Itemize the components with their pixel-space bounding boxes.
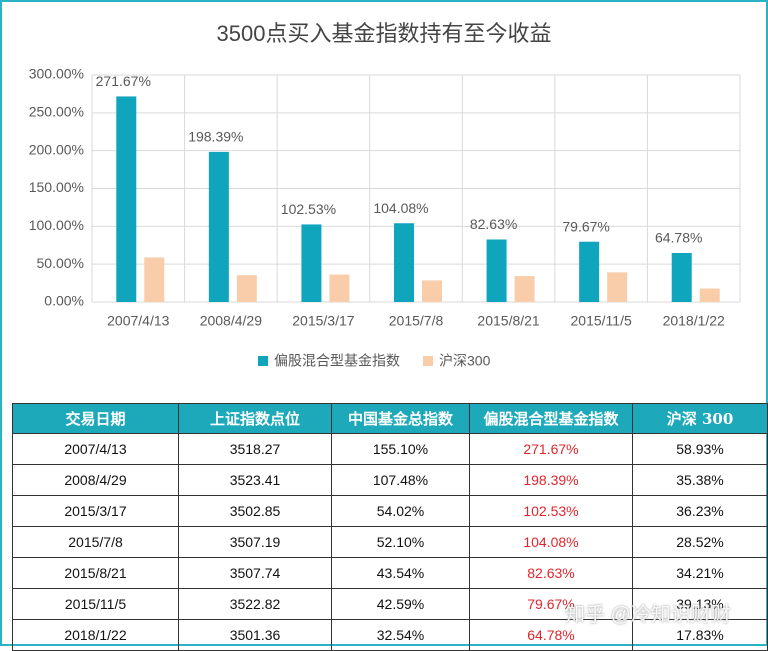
- table-cell: 2015/7/8: [12, 526, 179, 558]
- bar: [699, 288, 720, 302]
- x-tick-label: 2015/8/21: [477, 313, 539, 329]
- legend-label: 偏股混合型基金指数: [274, 353, 400, 369]
- table-header-cell: 沪深 300: [632, 403, 768, 434]
- table-header-cell: 上证指数点位: [178, 403, 332, 434]
- bar: [116, 96, 137, 302]
- table-cell: 198.39%: [469, 464, 633, 496]
- table-row: 2015/7/8 3507.19 52.10% 104.08% 28.52%: [12, 526, 768, 558]
- bar: [394, 223, 414, 302]
- table-cell: 34.21%: [632, 557, 768, 589]
- table-row: 2015/8/21 3507.74 43.54% 82.63% 34.21%: [12, 557, 768, 589]
- table-cell: 3507.74: [178, 557, 332, 589]
- chart: 3500点买入基金指数持有至今收益 0.00% 50.00% 100.00% 150.…: [29, 21, 741, 369]
- table-row: 2007/4/13 3518.27 155.10% 271.67% 58.93%: [12, 433, 768, 465]
- y-tick-label: 0.00%: [44, 293, 84, 309]
- table-cell: 52.10%: [331, 526, 470, 558]
- table-cell: 155.10%: [331, 433, 470, 465]
- bar: [236, 275, 257, 302]
- y-tick-label: 100.00%: [29, 217, 84, 233]
- data-table: 交易日期 上证指数点位 中国基金总指数 偏股混合型基金指数 沪深 300 2007/4/1…: [12, 403, 768, 651]
- bar: [486, 239, 507, 302]
- bar: [514, 276, 535, 302]
- table-cell: 2008/4/29: [12, 464, 179, 496]
- table-cell: 28.52%: [632, 526, 768, 558]
- table-cell: 58.93%: [632, 433, 768, 465]
- table-cell: 82.63%: [469, 557, 633, 589]
- table-cell: 3523.41: [178, 464, 332, 496]
- data-label: 82.63%: [470, 216, 517, 232]
- table-cell: 3502.85: [178, 495, 332, 527]
- table-cell: 3507.19: [178, 526, 332, 558]
- table-cell: 271.67%: [469, 433, 633, 465]
- chart-title: 3500点买入基金指数持有至今收益: [217, 21, 552, 46]
- y-tick-label: 150.00%: [29, 179, 84, 195]
- table-header-cell: 交易日期: [12, 403, 179, 434]
- table-cell: 104.08%: [469, 526, 633, 558]
- x-tick-label: 2018/1/22: [663, 313, 725, 329]
- x-tick-label: 2015/11/5: [571, 313, 632, 329]
- bar: [329, 274, 350, 302]
- legend-swatch: [258, 356, 268, 366]
- table-cell: 2015/11/5: [12, 588, 179, 620]
- legend-swatch: [423, 356, 433, 366]
- watermark: 知乎 @冷知识财财: [565, 604, 731, 626]
- y-tick-label: 200.00%: [29, 141, 84, 157]
- table-cell: 36.23%: [632, 495, 768, 527]
- y-tick-label: 50.00%: [37, 255, 84, 271]
- table-cell: 107.48%: [331, 464, 470, 496]
- table-header-cell: 中国基金总指数: [331, 403, 470, 434]
- table-cell: 2007/4/13: [12, 433, 179, 465]
- table-cell: 39.13%: [632, 588, 768, 620]
- table-header-cell: 偏股混合型基金指数: [469, 403, 633, 434]
- table-cell: 35.38%: [632, 464, 768, 496]
- table-row: 2015/3/17 3502.85 54.02% 102.53% 36.23%: [12, 495, 768, 527]
- data-label: 102.53%: [281, 201, 336, 217]
- data-label: 198.39%: [188, 129, 243, 145]
- legend-label: 沪深300: [439, 353, 491, 369]
- data-label: 79.67%: [562, 218, 609, 234]
- table-row: 2015/11/5 3522.82 42.59% 79.67% 39.13%: [12, 588, 768, 620]
- y-tick-label: 300.00%: [29, 66, 84, 82]
- table-cell: 42.59%: [331, 588, 470, 620]
- table-cell: 102.53%: [469, 495, 633, 527]
- bar: [671, 252, 692, 302]
- x-tick-label: 2015/7/8: [389, 313, 444, 329]
- x-tick-label: 2008/4/29: [200, 313, 262, 329]
- table-cell: 2015/3/17: [12, 495, 179, 527]
- x-tick-label: 2015/3/17: [292, 313, 354, 329]
- table-row: 2008/4/29 3523.41 107.48% 198.39% 35.38%: [12, 464, 768, 496]
- bar: [301, 224, 322, 302]
- x-tick-label: 2007/4/13: [107, 313, 169, 329]
- table-cell: 54.02%: [331, 495, 470, 527]
- data-label: 271.67%: [96, 73, 151, 89]
- bar: [579, 241, 600, 302]
- table-cell: 3522.82: [178, 588, 332, 620]
- data-label: 104.08%: [373, 200, 428, 216]
- table-cell: 2015/8/21: [12, 557, 179, 589]
- bar: [607, 272, 628, 302]
- data-label: 64.78%: [655, 230, 702, 246]
- y-tick-label: 250.00%: [29, 104, 84, 120]
- bar: [144, 257, 165, 302]
- table-cell: 43.54%: [331, 557, 470, 589]
- bar: [208, 151, 229, 302]
- bar: [422, 280, 442, 302]
- table-cell: 79.67%: [469, 588, 633, 620]
- table-cell: 3518.27: [178, 433, 332, 465]
